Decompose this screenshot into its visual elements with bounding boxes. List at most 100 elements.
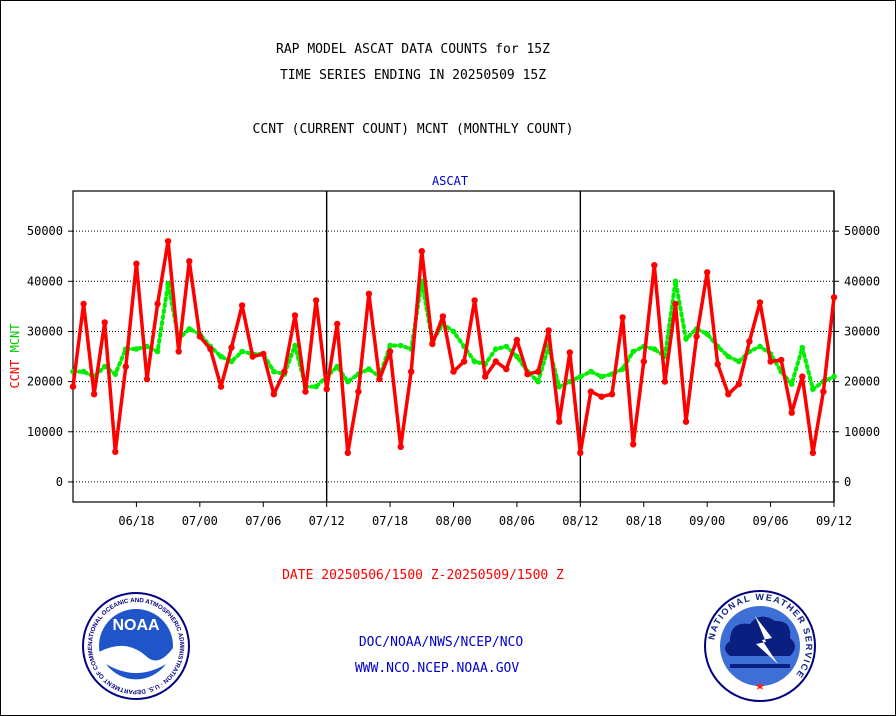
mcnt-point [514,353,520,360]
ylabel-mcnt: MCNT [8,323,22,352]
mcnt-point [218,353,224,360]
ccnt-point [830,294,838,301]
ccnt-point [725,391,732,398]
ccnt-point [651,262,658,269]
ccnt-point [439,313,447,320]
ccnt-point [344,449,351,456]
ccnt-point [80,300,87,308]
ylabel-ccnt: CCNT [8,360,22,389]
mcnt-point [757,343,763,350]
mcnt-point [588,368,594,375]
ccnt-point [608,391,616,398]
ccnt-point [756,299,764,306]
ccnt-point [90,391,98,398]
mcnt-point [577,373,584,380]
ccnt-point [788,409,795,416]
mcnt-point [271,368,277,375]
ccnt-point [513,336,521,344]
ccnt-point [365,290,373,297]
mcnt-point [387,342,393,349]
ccnt-point [693,333,700,340]
ccnt-point [534,368,542,375]
xtick-label: 08/12 [562,514,598,528]
ccnt-point [566,349,573,356]
ccnt-point [503,365,510,373]
ytick-label-right: 0 [844,475,851,489]
ccnt-point [661,378,669,385]
ccnt-point [429,340,436,348]
ccnt-point [260,350,267,358]
mcnt-point [725,353,732,360]
ccnt-point [302,388,309,395]
ccnt-point [143,375,151,383]
ccnt-point [735,380,743,388]
ccnt-point [746,338,753,345]
ccnt-point [524,370,531,378]
ccnt-point [154,300,161,308]
mcnt-point [239,348,245,355]
ccnt-point [672,300,679,308]
ccnt-point [799,373,806,380]
ccnt-point [69,383,77,390]
ccnt-point [619,314,626,321]
chart-subtitle: CCNT (CURRENT COUNT) MCNT (MONTHLY COUNT… [253,122,574,137]
xtick-label: 07/00 [182,514,218,528]
ccnt-point [228,344,235,351]
ccnt-point [291,312,299,319]
ccnt-point [101,319,108,326]
ccnt-point [376,375,383,383]
ccnt-point [809,449,817,456]
nws-logo: NATIONAL WEATHER SERVICE [704,590,816,702]
mcnt-point [133,346,140,352]
mcnt-point [683,336,689,342]
ccnt-point [556,418,563,425]
ytick-label-left: 0 [56,475,63,489]
ccnt-point [133,260,140,267]
mcnt-point [672,278,679,285]
xtick-label: 09/12 [816,514,852,528]
chart-title-line1: RAP MODEL ASCAT DATA COUNTS for 15Z [276,42,550,57]
mcnt-point [154,348,161,355]
mcnt-point [345,378,351,385]
xtick-label: 06/18 [118,514,154,528]
xtick-label: 08/00 [435,514,471,528]
mcnt-point [810,386,816,392]
ccnt-point [270,391,277,398]
ccnt-point [714,360,721,368]
ccnt-point [249,353,256,360]
mcnt-point [556,383,562,390]
xtick-label: 08/18 [626,514,662,528]
mcnt-point [704,331,710,337]
date-range: DATE 20250506/1500 Z-20250509/1500 Z [282,568,564,583]
xtick-label: 08/06 [499,514,535,528]
ccnt-point [545,327,552,334]
ccnt-point [767,358,774,365]
ytick-label-left: 40000 [27,274,63,288]
ccnt-point [355,388,362,395]
mcnt-point [619,366,626,372]
mcnt-point [292,342,298,349]
ccnt-point [196,333,203,340]
ccnt-point [323,385,330,393]
ccnt-point [630,441,637,448]
ccnt-point [577,449,584,456]
ccnt-point [450,368,457,375]
ytick-label-right: 50000 [844,224,880,238]
ccnt-point [207,345,214,353]
ccnt-point [482,373,489,380]
mcnt-point [503,343,510,350]
mcnt-point [165,281,171,287]
ccnt-point [408,368,415,375]
noaa-wordmark: NOAA [112,617,160,634]
mcnt-point [313,383,319,390]
mcnt-point [186,326,193,332]
ytick-label-left: 30000 [27,324,63,338]
ccnt-point [460,358,468,365]
mcnt-point [450,328,457,335]
ccnt-point [186,258,193,265]
ccnt-point [217,383,225,390]
mcnt-point [101,363,108,370]
xtick-label: 09/06 [753,514,789,528]
website-link[interactable]: WWW.NCO.NCEP.NOAA.GOV [355,661,520,676]
ytick-label-left: 50000 [27,224,63,238]
